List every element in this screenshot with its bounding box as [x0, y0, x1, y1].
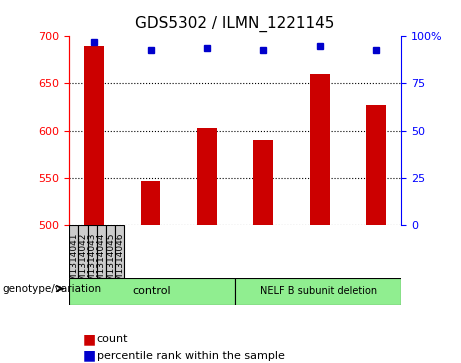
Text: GSM1314043: GSM1314043: [88, 233, 97, 293]
Text: NELF B subunit deletion: NELF B subunit deletion: [260, 286, 377, 296]
Text: GSM1314044: GSM1314044: [97, 233, 106, 293]
Bar: [310, 74, 330, 225]
Bar: [254, 140, 273, 225]
Text: percentile rank within the sample: percentile rank within the sample: [97, 351, 285, 361]
Text: GSM1314046: GSM1314046: [115, 233, 124, 293]
Text: ■: ■: [83, 333, 96, 346]
Bar: [141, 181, 160, 225]
FancyBboxPatch shape: [97, 225, 106, 278]
Title: GDS5302 / ILMN_1221145: GDS5302 / ILMN_1221145: [136, 16, 335, 32]
Text: GSM1314041: GSM1314041: [69, 233, 78, 293]
Text: count: count: [97, 334, 128, 344]
Text: control: control: [133, 286, 171, 296]
FancyBboxPatch shape: [88, 225, 97, 278]
Bar: [84, 46, 104, 225]
FancyBboxPatch shape: [69, 225, 78, 278]
Text: GSM1314042: GSM1314042: [78, 233, 88, 293]
FancyBboxPatch shape: [106, 225, 115, 278]
FancyBboxPatch shape: [69, 278, 235, 305]
Text: ■: ■: [83, 349, 96, 363]
Text: GSM1314045: GSM1314045: [106, 233, 115, 293]
FancyBboxPatch shape: [78, 225, 88, 278]
Bar: [366, 105, 386, 225]
Text: genotype/variation: genotype/variation: [2, 284, 101, 294]
Bar: [197, 128, 217, 225]
FancyBboxPatch shape: [115, 225, 124, 278]
FancyBboxPatch shape: [235, 278, 401, 305]
